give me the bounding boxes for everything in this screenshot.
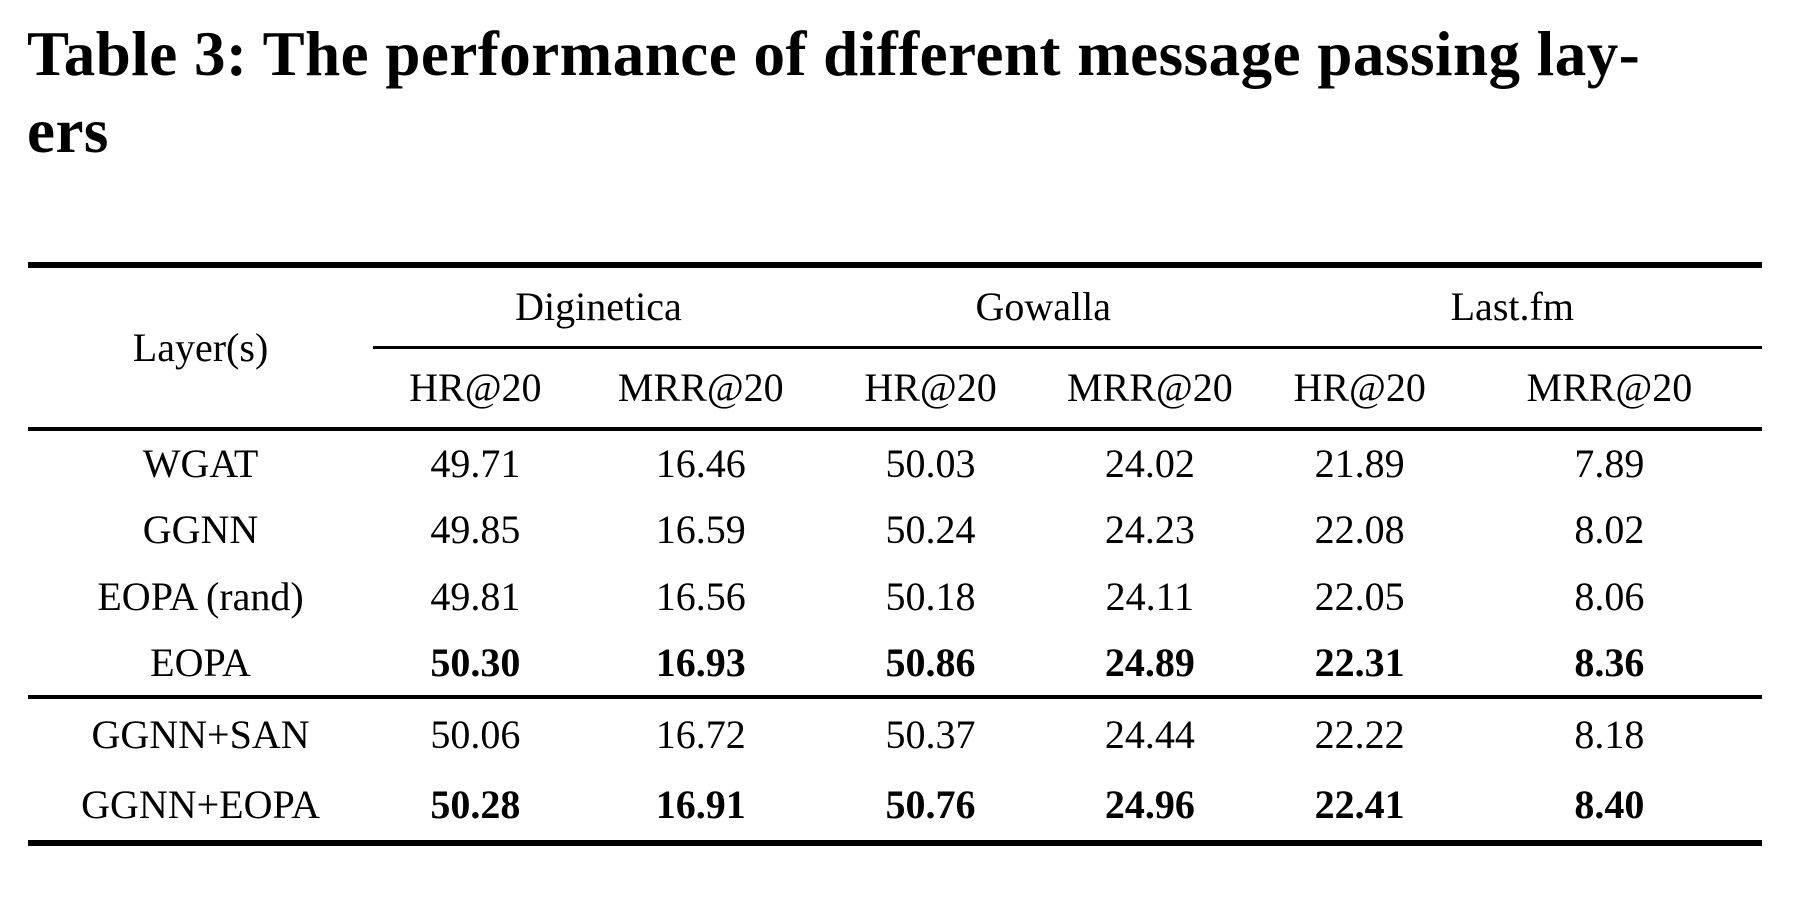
metric-header-gowalla-hr20: HR@20 <box>823 347 1038 431</box>
dataset-header-lastfm: Last.fm <box>1262 265 1762 349</box>
cell-value: 16.59 <box>655 506 746 552</box>
cell-value: 16.72 <box>577 695 824 770</box>
cell-value: 16.56 <box>655 573 746 619</box>
cell-value: 49.81 <box>430 573 521 619</box>
table-row-wgat: WGAT 49.71 16.46 50.03 24.02 21.89 7.89 <box>28 429 1762 496</box>
cell-value: 8.02 <box>1574 506 1645 552</box>
cell-value: 50.28 <box>430 782 521 827</box>
cell-value: 24.02 <box>1104 440 1195 486</box>
dataset-header-diginetica: Diginetica <box>373 265 824 349</box>
cell-value: 16.46 <box>655 440 746 486</box>
row-label: GGNN+SAN <box>28 695 374 770</box>
cell-value: 50.37 <box>823 695 1038 770</box>
cell-value: 50.86 <box>885 639 976 685</box>
cell-value: 24.23 <box>1104 506 1195 552</box>
table-caption-line-1: Table 3: The performance of different me… <box>27 19 1641 89</box>
cell-value: 22.08 <box>1314 506 1405 552</box>
cell-value: 22.05 <box>1314 573 1405 619</box>
results-table: Layer(s) Diginetica Gowalla Last.fm HR@2… <box>28 262 1762 846</box>
metric-header-diginetica-mrr20: MRR@20 <box>577 347 824 431</box>
row-label: GGNN+EOPA <box>81 782 320 827</box>
cell-value: 50.18 <box>885 573 976 619</box>
cell-value: 8.36 <box>1574 639 1645 685</box>
dataset-header-row: Layer(s) Diginetica Gowalla Last.fm <box>28 265 1762 431</box>
cell-value: 8.06 <box>1574 573 1645 619</box>
cell-value: 24.11 <box>1105 573 1195 619</box>
dataset-header-gowalla: Gowalla <box>823 265 1263 349</box>
row-label: EOPA <box>150 639 251 685</box>
cell-value: 24.44 <box>1037 695 1263 770</box>
cell-value: 8.18 <box>1456 695 1762 770</box>
metric-header-row: HR@20 MRR@20 HR@20 MRR@20 HR@20 MRR@20 <box>28 347 1762 431</box>
cell-value: 49.85 <box>430 506 521 552</box>
cell-value: 50.76 <box>885 782 976 827</box>
cell-value: 24.89 <box>1104 639 1195 685</box>
cell-value: 22.31 <box>1314 639 1405 685</box>
table-row-ggnn-san: GGNN+SAN 50.06 16.72 50.37 24.44 22.22 8… <box>28 695 1762 770</box>
cell-value: 16.91 <box>655 782 746 827</box>
metric-header-gowalla-mrr20: MRR@20 <box>1037 347 1263 431</box>
table-row-eopa: EOPA 50.30 16.93 50.86 24.89 22.31 8.36 <box>28 630 1762 697</box>
cell-value: 49.71 <box>430 440 521 486</box>
table-caption: Table 3: The performance of different me… <box>27 16 1794 170</box>
cell-value: 22.22 <box>1262 695 1457 770</box>
table-caption-line-2: ers <box>27 96 109 166</box>
table-row-ggnn: GGNN 49.85 16.59 50.24 24.23 22.08 8.02 <box>28 496 1762 563</box>
cell-value: 8.40 <box>1574 782 1645 827</box>
row-label: EOPA (rand) <box>97 573 304 619</box>
cell-value: 50.06 <box>373 695 578 770</box>
cell-value: 50.30 <box>430 639 521 685</box>
metric-header-diginetica-hr20: HR@20 <box>373 347 578 431</box>
cell-value: 16.93 <box>655 639 746 685</box>
row-label: GGNN <box>142 506 259 552</box>
column-header-layers: Layer(s) <box>28 265 374 431</box>
cell-value: 50.24 <box>885 506 976 552</box>
cell-value: 50.03 <box>885 440 976 486</box>
metric-header-lastfm-mrr20: MRR@20 <box>1456 347 1762 431</box>
metric-header-lastfm-hr20: HR@20 <box>1262 347 1457 431</box>
table-row-ggnn-eopa: GGNN+EOPA 50.28 16.91 50.76 24.96 22.41 … <box>28 770 1762 843</box>
cell-value: 21.89 <box>1314 440 1405 486</box>
row-label: WGAT <box>142 440 259 486</box>
table-row-eopa-rand: EOPA (rand) 49.81 16.56 50.18 24.11 22.0… <box>28 563 1762 630</box>
cell-value: 24.96 <box>1104 782 1195 827</box>
cell-value: 7.89 <box>1574 440 1645 486</box>
cell-value: 22.41 <box>1314 782 1405 827</box>
